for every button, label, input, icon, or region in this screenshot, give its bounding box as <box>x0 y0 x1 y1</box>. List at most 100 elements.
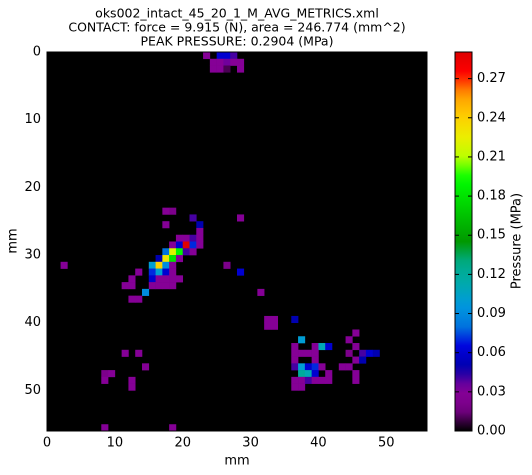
heatmap-cell <box>237 58 245 66</box>
heatmap-cell <box>298 376 306 384</box>
x-tick-label: 50 <box>378 436 395 451</box>
x-tick-label: 30 <box>242 436 259 451</box>
heatmap-cell <box>291 376 299 384</box>
colorbar-tick-label: 0.06 <box>477 345 506 360</box>
heatmap-cell <box>175 275 184 283</box>
y-tick-label: 30 <box>24 248 41 263</box>
heatmap-cell <box>318 376 326 384</box>
heatmap-cell <box>162 221 170 229</box>
plot-frame <box>46 51 428 432</box>
heatmap-cell <box>121 282 129 290</box>
heatmap-cell <box>257 288 265 296</box>
heatmap-cell <box>298 383 306 391</box>
heatmap-cell <box>128 282 136 290</box>
colorbar-tick-label: 0.21 <box>477 149 506 164</box>
heatmap-cell <box>203 52 211 60</box>
heatmap-cell <box>155 275 163 283</box>
heatmap-cell <box>304 363 312 371</box>
heatmap-cell <box>298 363 306 371</box>
heatmap-cell <box>155 261 163 269</box>
heatmap-cell <box>352 329 360 337</box>
heatmap-cell <box>298 370 306 378</box>
heatmap-cell <box>209 65 217 73</box>
heatmap-cell <box>175 248 184 256</box>
heatmap-cell <box>311 363 319 371</box>
heatmap-cell <box>189 241 197 249</box>
heatmap-cell <box>175 255 184 263</box>
heatmap-cell <box>345 336 353 344</box>
heatmap-cell <box>365 349 374 357</box>
y-tick-label: 0 <box>33 45 41 60</box>
heatmap-cell <box>196 234 204 242</box>
heatmap-cell <box>101 370 109 378</box>
heatmap-cell <box>169 241 177 249</box>
heatmap-cell <box>230 52 238 60</box>
colorbar-tick-label: 0.15 <box>477 228 506 243</box>
heatmap-cell <box>291 383 299 391</box>
heatmap-cell <box>148 275 156 283</box>
heatmap-cell <box>311 349 319 357</box>
heatmap-cell <box>270 315 279 324</box>
heatmap-cell <box>311 370 319 378</box>
heatmap-cell <box>162 261 170 269</box>
plot-background <box>47 52 427 431</box>
heatmap-cell <box>196 241 204 249</box>
heatmap-cell <box>162 268 170 276</box>
heatmap-cell <box>108 370 116 378</box>
heatmap-cell <box>304 349 312 357</box>
heatmap-cell <box>237 65 245 73</box>
y-axis-label: mm <box>6 228 21 253</box>
heatmap-cell <box>162 255 170 263</box>
y-tick-label: 50 <box>24 383 41 398</box>
heatmap-cell <box>291 349 299 357</box>
heatmap-cell <box>325 376 333 384</box>
heatmap-cell <box>162 275 170 283</box>
y-tick-label: 10 <box>24 112 41 127</box>
heatmap-cell <box>169 424 177 432</box>
heatmap-cell <box>291 315 299 324</box>
heatmap-cell <box>169 207 177 215</box>
heatmap-cell <box>291 363 299 371</box>
heatmap-cell <box>345 349 353 357</box>
heatmap-cell <box>223 58 231 66</box>
heatmap-cell <box>148 282 156 290</box>
x-axis-label: mm <box>224 454 249 469</box>
x-tick-label: 10 <box>107 436 124 451</box>
y-tick-label: 20 <box>24 180 41 195</box>
heatmap-cell <box>60 261 68 269</box>
heatmap-cell <box>209 58 217 66</box>
heatmap-cell <box>169 282 177 290</box>
heatmap-cell <box>142 288 150 296</box>
colorbar-tick-label: 0.18 <box>477 189 506 204</box>
heatmap-cell <box>223 261 231 269</box>
heatmap-cell <box>128 275 136 283</box>
heatmap-cell <box>372 349 380 357</box>
colorbar-tick-label: 0.03 <box>477 384 506 399</box>
heatmap-cell <box>223 52 231 60</box>
colorbar-label: Pressure (MPa) <box>510 193 525 289</box>
heatmap-cell <box>135 268 143 276</box>
heatmap-cell <box>189 248 197 256</box>
heatmap-cell <box>182 234 190 242</box>
heatmap-cell <box>128 376 136 384</box>
heatmap-cell <box>175 241 184 249</box>
heatmap-cell <box>298 336 306 344</box>
heatmap-cell <box>304 376 312 384</box>
chart-title: oks002_intact_45_20_1_M_AVG_METRICS.xml <box>95 6 379 21</box>
heatmap-cell <box>189 234 197 242</box>
heatmap-cell <box>223 65 231 73</box>
x-tick-label: 20 <box>174 436 191 451</box>
heatmap-cell <box>270 322 279 330</box>
heatmap-cell <box>311 376 319 384</box>
heatmap-cell <box>169 268 177 276</box>
heatmap-cell <box>169 248 177 256</box>
heatmap-cell <box>311 356 319 364</box>
heatmap-cell <box>298 349 306 357</box>
colorbar-tick-label: 0.09 <box>477 306 506 321</box>
x-tick-label: 40 <box>310 436 327 451</box>
heatmap-cell <box>345 363 353 371</box>
heatmap-cell <box>169 261 177 269</box>
heatmap-cell <box>162 207 170 215</box>
colorbar-tick-label: 0.00 <box>477 424 506 439</box>
